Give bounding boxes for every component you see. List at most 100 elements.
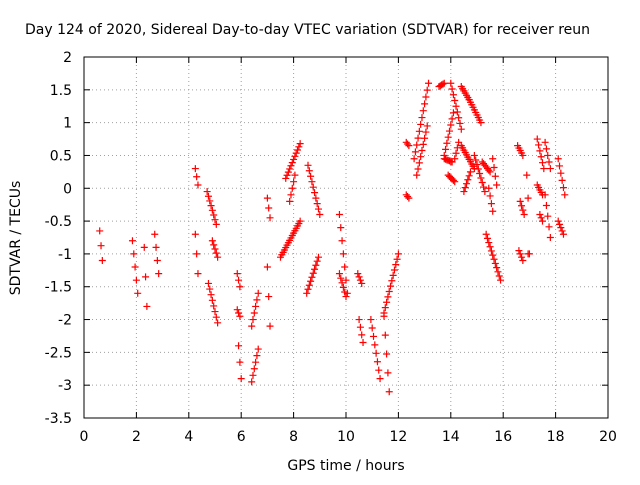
y-tick-label: -3: [58, 378, 72, 394]
data-point: [211, 308, 219, 316]
series-segment: [203, 188, 220, 228]
series-segment: [460, 168, 474, 196]
data-point: [439, 80, 447, 88]
data-point: [309, 183, 317, 191]
data-point: [287, 191, 295, 199]
data-point: [404, 192, 412, 200]
data-point: [98, 256, 106, 264]
data-point: [252, 302, 260, 310]
data-point: [250, 365, 258, 373]
data-point: [208, 206, 216, 214]
data-point: [295, 143, 303, 151]
data-point: [478, 179, 486, 187]
data-point: [557, 169, 565, 177]
data-point: [130, 250, 138, 258]
data-point: [539, 159, 546, 167]
series-segment: [514, 142, 527, 159]
data-point: [305, 281, 313, 289]
data-point: [489, 251, 497, 259]
data-point: [151, 230, 159, 238]
data-point: [452, 102, 460, 110]
data-point: [519, 206, 527, 214]
y-axis-label: SDTVAR / TECUs: [8, 181, 24, 296]
data-point: [486, 243, 494, 251]
data-point: [540, 165, 548, 173]
data-point: [385, 288, 393, 296]
series-segment: [286, 171, 299, 205]
data-point: [143, 302, 151, 310]
data-point: [456, 119, 464, 127]
data-point: [422, 128, 430, 136]
y-tick-label: 0: [63, 181, 72, 197]
series-segment: [444, 171, 459, 186]
data-point: [288, 159, 296, 167]
data-point: [414, 165, 422, 173]
data-point: [312, 194, 320, 202]
series-segment: [248, 345, 262, 386]
data-point: [142, 273, 150, 281]
data-point: [405, 194, 413, 202]
series-segment: [277, 217, 304, 261]
data-point: [390, 266, 398, 274]
tick-layer: 0 2 4 6 8 10 12 14 16 18 20-3.5-3-2.5-2-1.5-1-0.50…: [45, 50, 617, 445]
data-point: [236, 312, 244, 320]
data-point: [442, 145, 450, 153]
data-point: [533, 135, 541, 143]
series-segment: [410, 79, 433, 163]
data-point: [541, 138, 549, 146]
data-point: [236, 283, 244, 291]
data-point: [311, 265, 319, 273]
data-point: [337, 274, 345, 282]
series-segment: [524, 250, 533, 258]
data-point: [389, 271, 397, 279]
chart-title: Day 124 of 2020, Sidereal Day-to-day VTE…: [25, 22, 590, 38]
data-point: [338, 237, 346, 245]
data-point: [494, 268, 502, 276]
data-point: [422, 93, 430, 101]
data-point: [194, 270, 202, 278]
data-point: [445, 127, 453, 135]
series-segment: [380, 250, 402, 317]
data-point: [303, 289, 311, 297]
data-point: [253, 352, 261, 360]
data-point: [490, 163, 498, 171]
data-point: [423, 122, 431, 130]
data-point: [341, 288, 349, 296]
series-segment: [303, 253, 322, 297]
data-point: [473, 160, 481, 168]
data-point: [290, 155, 298, 163]
series-segment: [465, 96, 485, 127]
series-segment: [536, 211, 546, 225]
data-point: [308, 273, 316, 281]
data-point: [453, 108, 461, 116]
x-tick-label: 2: [132, 429, 141, 445]
data-point: [308, 178, 316, 186]
data-point: [210, 241, 218, 249]
data-point: [515, 247, 523, 255]
data-point: [372, 349, 380, 357]
data-point: [535, 141, 543, 149]
data-point: [249, 316, 257, 324]
data-point: [314, 205, 322, 213]
data-point: [304, 161, 312, 169]
series-segment: [235, 342, 245, 383]
data-point: [393, 255, 401, 263]
data-point: [440, 79, 448, 87]
data-point: [461, 184, 469, 192]
data-point: [546, 234, 554, 241]
data-point: [128, 237, 136, 245]
data-point: [131, 263, 139, 271]
data-point: [541, 191, 549, 199]
data-point: [545, 158, 553, 166]
data-point: [249, 371, 257, 379]
data-point: [544, 151, 552, 159]
data-point: [233, 270, 241, 278]
series-segment: [457, 142, 478, 173]
data-point: [449, 91, 457, 99]
data-point: [558, 176, 566, 184]
data-point: [537, 153, 545, 161]
data-point: [557, 224, 565, 232]
data-point: [480, 183, 488, 191]
data-point: [519, 151, 527, 159]
data-point: [383, 298, 391, 306]
